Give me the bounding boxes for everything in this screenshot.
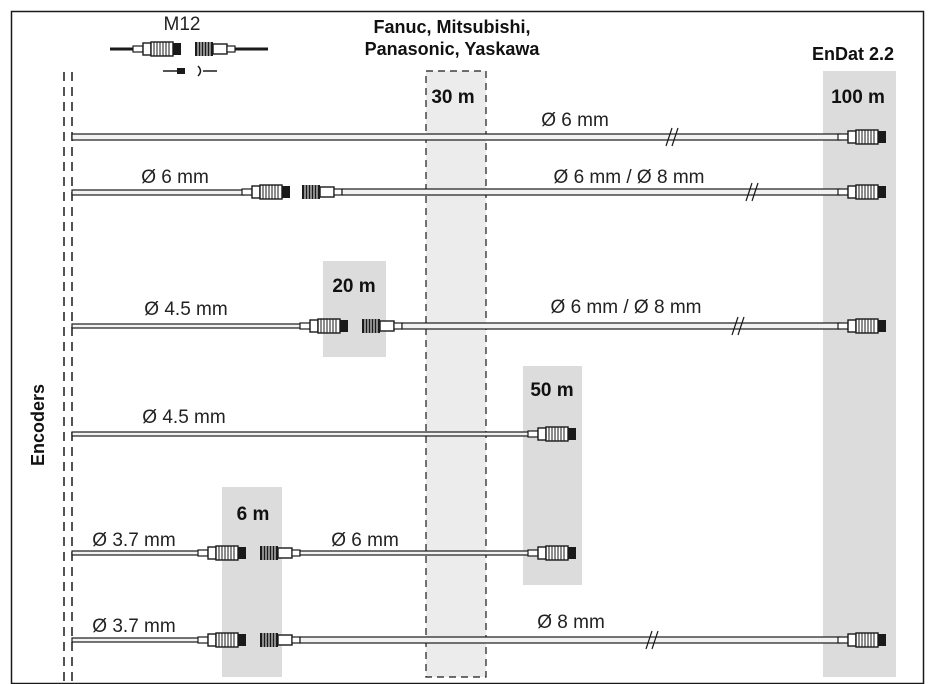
row1-label-1: Ø 6 mm bbox=[541, 110, 609, 131]
cable-row-1 bbox=[71, 127, 887, 147]
cable-row-4 bbox=[71, 426, 577, 442]
zone-100m-label: 100 m bbox=[831, 87, 885, 108]
m12-label: M12 bbox=[164, 14, 201, 35]
zone-100m bbox=[823, 71, 896, 677]
zone-20m bbox=[323, 261, 386, 357]
encoders-label: Encoders bbox=[28, 384, 48, 466]
fanuc-label-line2: Panasonic, Yaskawa bbox=[365, 39, 541, 59]
m12-legend-icon bbox=[110, 41, 268, 77]
row6-label-2: Ø 8 mm bbox=[537, 612, 605, 633]
fanuc-label-line1: Fanuc, Mitsubishi, bbox=[373, 17, 530, 37]
zone-50m-label: 50 m bbox=[530, 380, 573, 401]
zone-30m-label: 30 m bbox=[431, 87, 474, 108]
cable-row-5 bbox=[71, 545, 577, 561]
row3-label-2: Ø 6 mm / Ø 8 mm bbox=[551, 297, 702, 318]
zone-30m bbox=[426, 71, 486, 677]
row3-label-1: Ø 4.5 mm bbox=[144, 299, 227, 320]
zone-20m-label: 20 m bbox=[332, 276, 375, 297]
row2-label-2: Ø 6 mm / Ø 8 mm bbox=[554, 167, 705, 188]
zone-30m-border bbox=[425, 70, 487, 678]
row5-label-2: Ø 6 mm bbox=[331, 530, 399, 551]
row4-label-1: Ø 4.5 mm bbox=[142, 407, 225, 428]
row2-label-1: Ø 6 mm bbox=[141, 167, 209, 188]
zone-6m-label: 6 m bbox=[237, 504, 270, 525]
cable-row-3 bbox=[71, 316, 887, 336]
row5-label-1: Ø 3.7 mm bbox=[92, 530, 175, 551]
endat-label: EnDat 2.2 bbox=[812, 44, 894, 64]
cable-row-6 bbox=[71, 630, 887, 650]
cable-row-2 bbox=[71, 182, 887, 202]
row6-label-1: Ø 3.7 mm bbox=[92, 616, 175, 637]
